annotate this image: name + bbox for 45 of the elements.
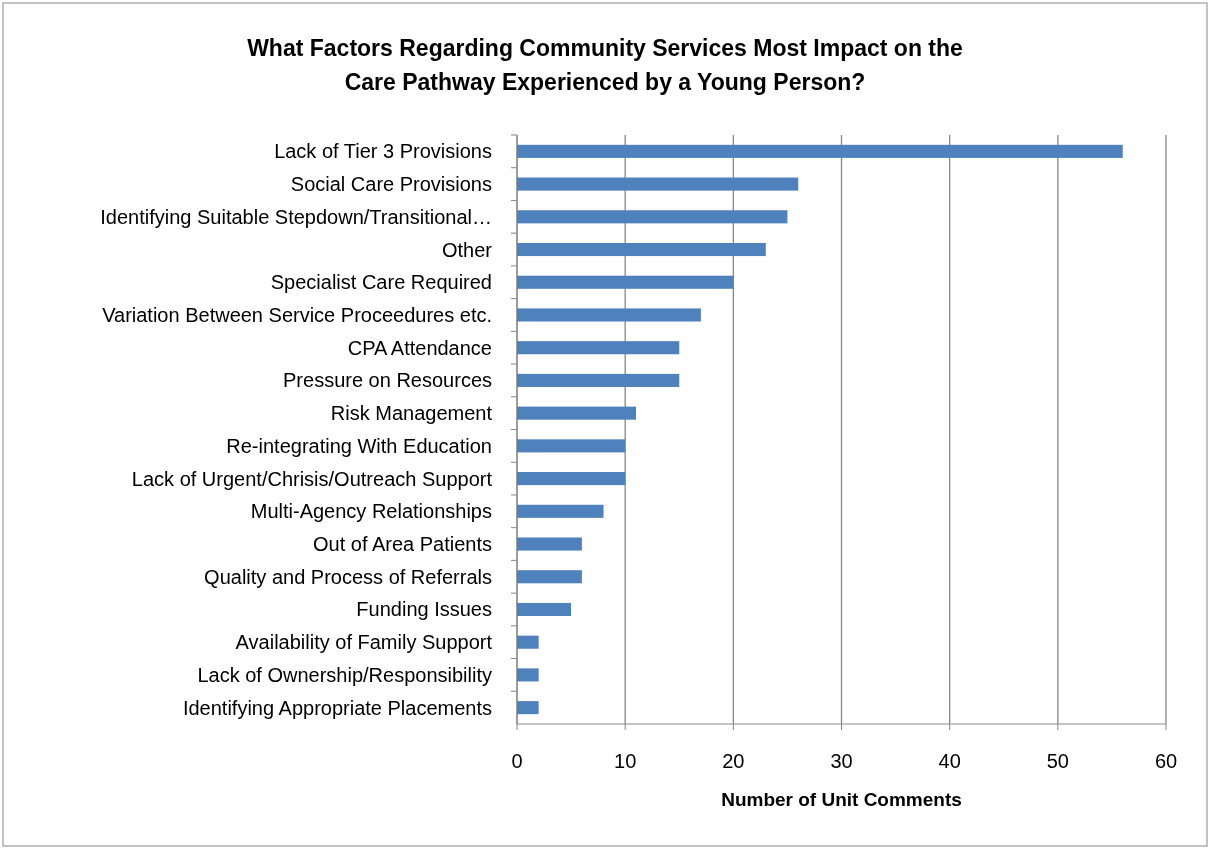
bar: [517, 635, 539, 649]
bar: [517, 406, 636, 420]
y-tick-label: Risk Management: [330, 402, 493, 425]
x-tick-label: 20: [722, 750, 745, 772]
y-tick-label: Variation Between Service Proceedures etc.: [102, 303, 492, 326]
bar: [517, 537, 582, 551]
bar: [517, 177, 799, 191]
y-tick-label: Identifying Suitable Stepdown/Transitional…: [100, 205, 492, 228]
bar: [517, 242, 766, 257]
bar: [517, 472, 626, 486]
x-tick-label: 0: [511, 750, 523, 772]
y-tick-label: Quality and Process of Referrals: [204, 565, 492, 588]
bar: [517, 308, 701, 322]
bar: [517, 210, 788, 224]
x-tick-label: 50: [1046, 750, 1069, 772]
x-tick-label: 40: [938, 750, 961, 772]
y-tick-label: CPA Attendance: [347, 336, 492, 359]
x-tick-label: 60: [1154, 750, 1178, 772]
x-axis-title: Number of Unit Comments: [721, 789, 962, 810]
y-tick-label: Funding Issues: [356, 598, 492, 621]
x-tick-label: 10: [614, 750, 637, 772]
y-tick-label: Lack of Tier 3 Provisions: [274, 140, 492, 163]
y-tick-label: Lack of Urgent/Chrisis/Outreach Support: [131, 467, 493, 490]
y-tick-label: Pressure on Resources: [283, 369, 492, 392]
bar: [517, 504, 604, 518]
y-tick-label: Multi-Agency Relationships: [250, 500, 492, 523]
y-tick-label: Identifying Appropriate Placements: [182, 696, 492, 719]
bar: [517, 668, 539, 682]
bar: [517, 602, 572, 617]
bar: [517, 275, 734, 289]
y-tick-label: Specialist Care Required: [270, 271, 492, 294]
bar: [517, 144, 1123, 158]
y-tick-label: Lack of Ownership/Responsibility: [197, 663, 492, 686]
chart-title: What Factors Regarding Community Services Most Impact on the Care Pathway Experienced by a Young Person?: [247, 35, 963, 95]
y-tick-label: Other: [441, 238, 493, 261]
bar: [517, 341, 680, 355]
y-tick-label: Out of Area Patients: [313, 533, 492, 556]
y-tick-label: Re-integrating With Education: [226, 434, 492, 457]
bar: [517, 373, 680, 387]
bar: [517, 439, 626, 453]
x-tick-label: 30: [830, 750, 853, 772]
bar: [517, 701, 539, 715]
y-tick-label: Social Care Provisions: [290, 173, 492, 196]
y-tick-label: Availability of Family Support: [235, 631, 493, 654]
bar: [517, 570, 582, 584]
